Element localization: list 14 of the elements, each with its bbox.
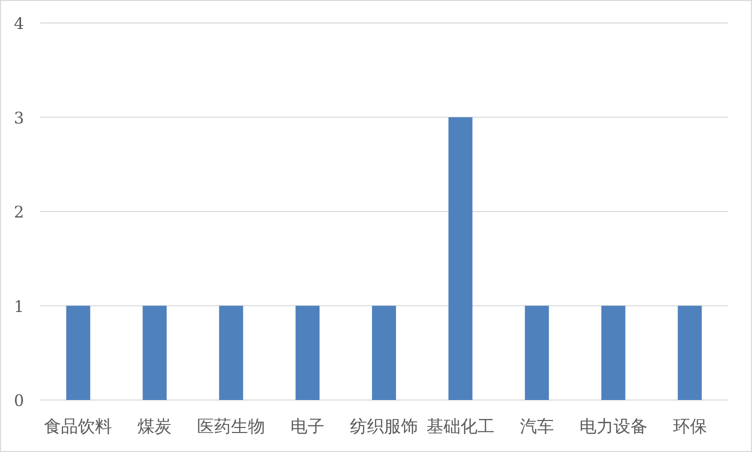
x-tick-label: 电子 <box>290 417 325 437</box>
x-tick-label: 食品饮料 <box>44 417 112 437</box>
x-tick-label: 电力设备 <box>579 417 648 437</box>
x-tick-label: 纺织服饰 <box>350 417 418 437</box>
y-tick-label: 3 <box>14 108 24 128</box>
x-tick-label: 煤炭 <box>138 417 172 437</box>
y-tick-label: 1 <box>14 296 24 316</box>
y-tick-label: 4 <box>14 14 24 33</box>
x-tick-label: 医药生物 <box>197 417 266 437</box>
y-tick-label: 0 <box>14 391 24 410</box>
y-tick-label: 2 <box>14 202 24 222</box>
x-tick-label: 环保 <box>672 417 707 437</box>
x-tick-label: 基础化工 <box>426 417 494 437</box>
x-tick-label: 汽车 <box>520 417 554 437</box>
